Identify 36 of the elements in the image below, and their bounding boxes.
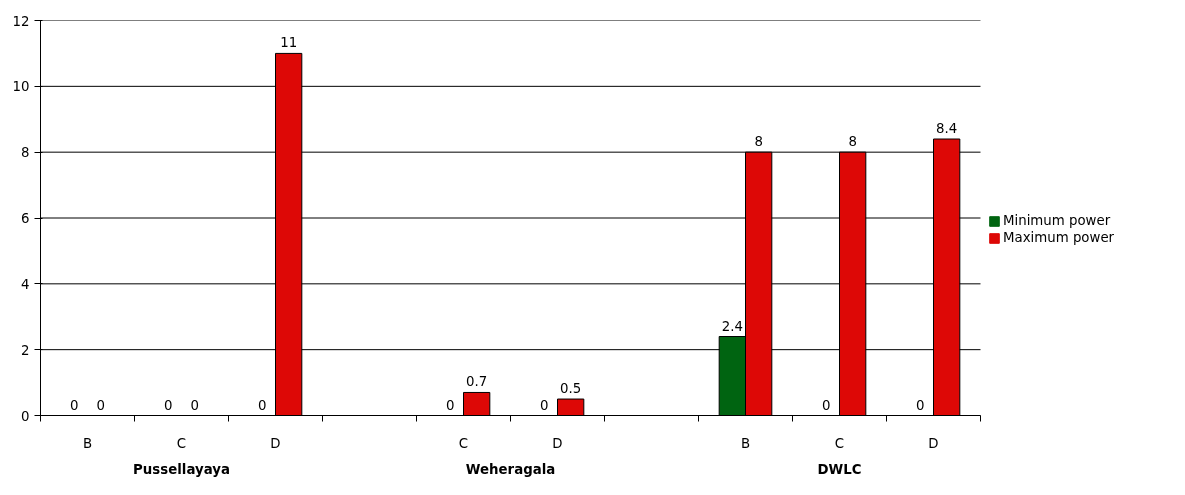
y-tick-label: 10 xyxy=(12,79,30,95)
y-tick-label: 2 xyxy=(21,342,30,358)
y-tick-label: 0 xyxy=(21,408,30,424)
y-tick-label: 12 xyxy=(12,13,30,29)
y-tick-label: 4 xyxy=(21,276,30,292)
y-tick-label: 8 xyxy=(21,145,30,161)
data-label: 8 xyxy=(754,134,763,150)
data-label: 0 xyxy=(190,397,199,413)
x-tick-label: B xyxy=(740,435,751,451)
x-tick-label: C xyxy=(834,435,845,451)
data-label: 0 xyxy=(164,397,173,413)
data-label: 8 xyxy=(848,134,857,150)
data-label: 0 xyxy=(822,397,831,413)
x-tick-label: B xyxy=(82,435,93,451)
x-tick-label: C xyxy=(458,435,469,451)
text: DWLC xyxy=(817,461,862,477)
data-label: 0 xyxy=(540,397,549,413)
x-tick-label: D xyxy=(270,435,281,451)
data-label: 0 xyxy=(258,397,267,413)
x-tick-label: D xyxy=(928,435,939,451)
data-label: 0 xyxy=(70,397,79,413)
text: Weheragala xyxy=(465,461,556,477)
x-tick-label: C xyxy=(176,435,187,451)
data-label: 11 xyxy=(280,35,298,51)
text: Pussellayaya xyxy=(133,461,230,477)
data-label: 0 xyxy=(446,397,455,413)
y-tick-label: 6 xyxy=(21,211,30,226)
x-tick-label: D xyxy=(552,435,563,451)
data-label: 8.4 xyxy=(936,121,958,136)
data-label: 0 xyxy=(916,397,925,413)
data-label: 0.5 xyxy=(560,381,582,397)
data-label: 0 xyxy=(96,397,105,413)
data-label: 0.7 xyxy=(466,374,488,390)
data-label: 2.4 xyxy=(721,318,743,334)
legend-label: Minimum power xyxy=(1003,213,1111,228)
legend-label: Maximum power xyxy=(1003,230,1115,245)
